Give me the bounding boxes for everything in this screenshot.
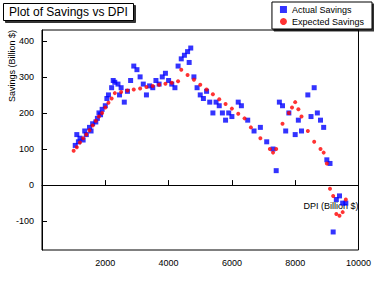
svg-text:200: 200 [19,108,34,118]
svg-text:Actual Savings: Actual Savings [292,5,352,15]
svg-text:100: 100 [19,144,34,154]
svg-text:2000: 2000 [95,258,115,268]
svg-text:Expected Savings: Expected Savings [292,17,365,27]
svg-text:8000: 8000 [285,258,305,268]
svg-text:-100: -100 [16,216,34,226]
svg-text:400: 400 [19,36,34,46]
svg-text:DPI (Billion $): DPI (Billion $) [303,201,358,211]
svg-text:4000: 4000 [159,258,179,268]
svg-text:300: 300 [19,72,34,82]
svg-text:10000: 10000 [346,258,371,268]
svg-text:6000: 6000 [222,258,242,268]
svg-text:0: 0 [29,180,34,190]
svg-text:Savings (Billion $): Savings (Billion $) [7,30,17,102]
svg-text:Plot of Savings vs DPI: Plot of Savings vs DPI [9,5,128,19]
